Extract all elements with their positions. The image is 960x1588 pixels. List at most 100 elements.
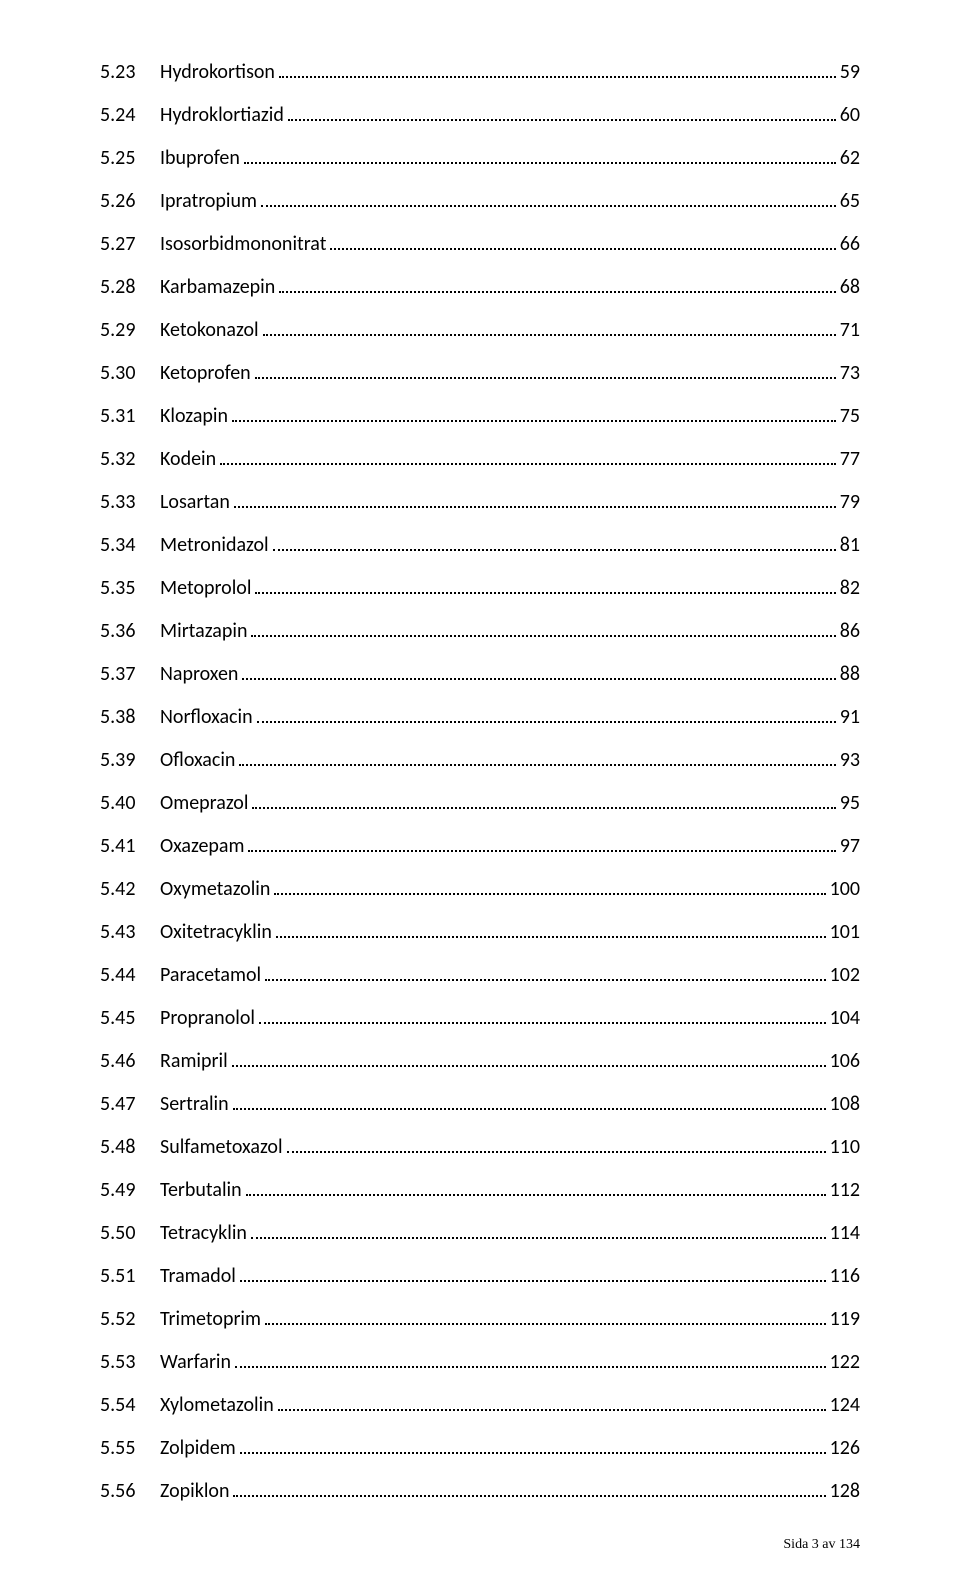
- toc-entry-leader-dots: [273, 549, 836, 551]
- toc-entry: 5.43Oxitetracyklin101: [100, 920, 860, 944]
- toc-entry-leader-dots: [251, 635, 835, 637]
- toc-entry-number: 5.35: [100, 576, 160, 600]
- toc-entry-label: Norfloxacin: [160, 705, 253, 729]
- toc-entry-page: 108: [830, 1092, 860, 1116]
- toc-entry-leader-dots: [251, 1237, 826, 1239]
- toc-entry-label: Propranolol: [160, 1006, 255, 1030]
- toc-entry-number: 5.39: [100, 748, 160, 772]
- toc-entry-leader-dots: [220, 463, 836, 465]
- toc-entry: 5.30Ketoprofen73: [100, 361, 860, 385]
- toc-entry: 5.38Norfloxacin91: [100, 705, 860, 729]
- toc-entry-number: 5.49: [100, 1178, 160, 1202]
- toc-entry-page: 88: [840, 662, 860, 686]
- toc-entry-number: 5.23: [100, 60, 160, 84]
- toc-entry-label: Klozapin: [160, 404, 228, 428]
- toc-entry: 5.24Hydroklortiazid60: [100, 103, 860, 127]
- toc-entry-number: 5.44: [100, 963, 160, 987]
- toc-entry-number: 5.52: [100, 1307, 160, 1331]
- toc-entry-leader-dots: [255, 377, 836, 379]
- toc-entry: 5.26Ipratropium65: [100, 189, 860, 213]
- toc-entry-page: 77: [840, 447, 860, 471]
- toc-entry: 5.54Xylometazolin124: [100, 1393, 860, 1417]
- toc-entry-number: 5.32: [100, 447, 160, 471]
- toc-entry-label: Hydrokortison: [160, 60, 275, 84]
- toc-entry-leader-dots: [232, 420, 836, 422]
- toc-entry-page: 71: [840, 318, 860, 342]
- toc-entry-number: 5.48: [100, 1135, 160, 1159]
- toc-entry-number: 5.33: [100, 490, 160, 514]
- toc-entry-label: Zolpidem: [160, 1436, 236, 1460]
- toc-entry-leader-dots: [278, 1409, 826, 1411]
- toc-entry-label: Terbutalin: [160, 1178, 242, 1202]
- toc-entry-leader-dots: [240, 1452, 826, 1454]
- toc-entry-page: 101: [830, 920, 860, 944]
- toc-entry-label: Oxazepam: [160, 834, 244, 858]
- toc-entry-number: 5.31: [100, 404, 160, 428]
- toc-entry-page: 114: [830, 1221, 860, 1245]
- toc-entry-page: 126: [830, 1436, 860, 1460]
- toc-entry-page: 91: [840, 705, 860, 729]
- toc-entry: 5.33Losartan 79: [100, 490, 860, 514]
- toc-entry-number: 5.29: [100, 318, 160, 342]
- toc-entry: 5.25Ibuprofen62: [100, 146, 860, 170]
- toc-entry-number: 5.41: [100, 834, 160, 858]
- toc-entry: 5.35Metoprolol 82: [100, 576, 860, 600]
- toc-entry-page: 66: [840, 232, 860, 256]
- toc-entry-page: 62: [840, 146, 860, 170]
- toc-entry-label: Oxitetracyklin: [160, 920, 272, 944]
- toc-entry-label: Ketokonazol: [160, 318, 259, 342]
- toc-entry-label: Kodein: [160, 447, 216, 471]
- toc-entry-number: 5.30: [100, 361, 160, 385]
- toc-entry-label: Zopiklon: [160, 1479, 229, 1503]
- toc-entry: 5.37Naproxen88: [100, 662, 860, 686]
- toc-entry-page: 106: [830, 1049, 860, 1073]
- toc-entry: 5.55Zolpidem126: [100, 1436, 860, 1460]
- toc-entry-label: Warfarin: [160, 1350, 231, 1374]
- toc-entry: 5.45Propranolol104: [100, 1006, 860, 1030]
- toc-entry-leader-dots: [279, 291, 835, 293]
- toc-entry-page: 79: [840, 490, 860, 514]
- toc-entry-page: 112: [830, 1178, 860, 1202]
- toc-entry-number: 5.40: [100, 791, 160, 815]
- toc-entry-number: 5.27: [100, 232, 160, 256]
- toc-entry-leader-dots: [274, 893, 825, 895]
- toc-entry: 5.50Tetracyklin114: [100, 1221, 860, 1245]
- toc-entry-label: Sertralin: [160, 1092, 229, 1116]
- table-of-contents: 5.23Hydrokortison59 5.24Hydroklortiazid60…: [100, 60, 860, 1503]
- toc-entry: 5.52Trimetoprim119: [100, 1307, 860, 1331]
- toc-entry: 5.27Isosorbidmononitrat 66: [100, 232, 860, 256]
- toc-entry-number: 5.56: [100, 1479, 160, 1503]
- toc-entry-number: 5.53: [100, 1350, 160, 1374]
- toc-entry-number: 5.47: [100, 1092, 160, 1116]
- toc-entry-label: Trimetoprim: [160, 1307, 261, 1331]
- toc-entry-number: 5.26: [100, 189, 160, 213]
- toc-entry: 5.40Omeprazol95: [100, 791, 860, 815]
- toc-entry-leader-dots: [232, 1065, 826, 1067]
- toc-entry-page: 102: [830, 963, 860, 987]
- toc-entry-label: Metoprolol: [160, 576, 251, 600]
- toc-entry-page: 82: [840, 576, 860, 600]
- toc-entry: 5.23Hydrokortison59: [100, 60, 860, 84]
- toc-entry: 5.49Terbutalin 112: [100, 1178, 860, 1202]
- toc-entry-label: Isosorbidmononitrat: [160, 232, 326, 256]
- toc-entry-page: 60: [840, 103, 860, 127]
- toc-entry-leader-dots: [265, 979, 826, 981]
- toc-entry-leader-dots: [233, 1495, 825, 1497]
- toc-entry: 5.46Ramipril106: [100, 1049, 860, 1073]
- toc-entry-label: Oxymetazolin: [160, 877, 270, 901]
- toc-entry-label: Ofloxacin: [160, 748, 235, 772]
- toc-entry-page: 95: [840, 791, 860, 815]
- toc-entry: 5.53Warfarin122: [100, 1350, 860, 1374]
- toc-entry-leader-dots: [259, 1022, 826, 1024]
- toc-entry-label: Sulfametoxazol: [160, 1135, 283, 1159]
- toc-entry-leader-dots: [248, 850, 835, 852]
- toc-entry-label: Naproxen: [160, 662, 238, 686]
- toc-entry-number: 5.45: [100, 1006, 160, 1030]
- toc-entry-page: 116: [830, 1264, 860, 1288]
- toc-entry-label: Ramipril: [160, 1049, 228, 1073]
- toc-entry-label: Metronidazol: [160, 533, 269, 557]
- toc-entry: 5.47Sertralin 108: [100, 1092, 860, 1116]
- toc-entry: 5.48Sulfametoxazol110: [100, 1135, 860, 1159]
- toc-entry-label: Losartan: [160, 490, 230, 514]
- toc-entry-number: 5.54: [100, 1393, 160, 1417]
